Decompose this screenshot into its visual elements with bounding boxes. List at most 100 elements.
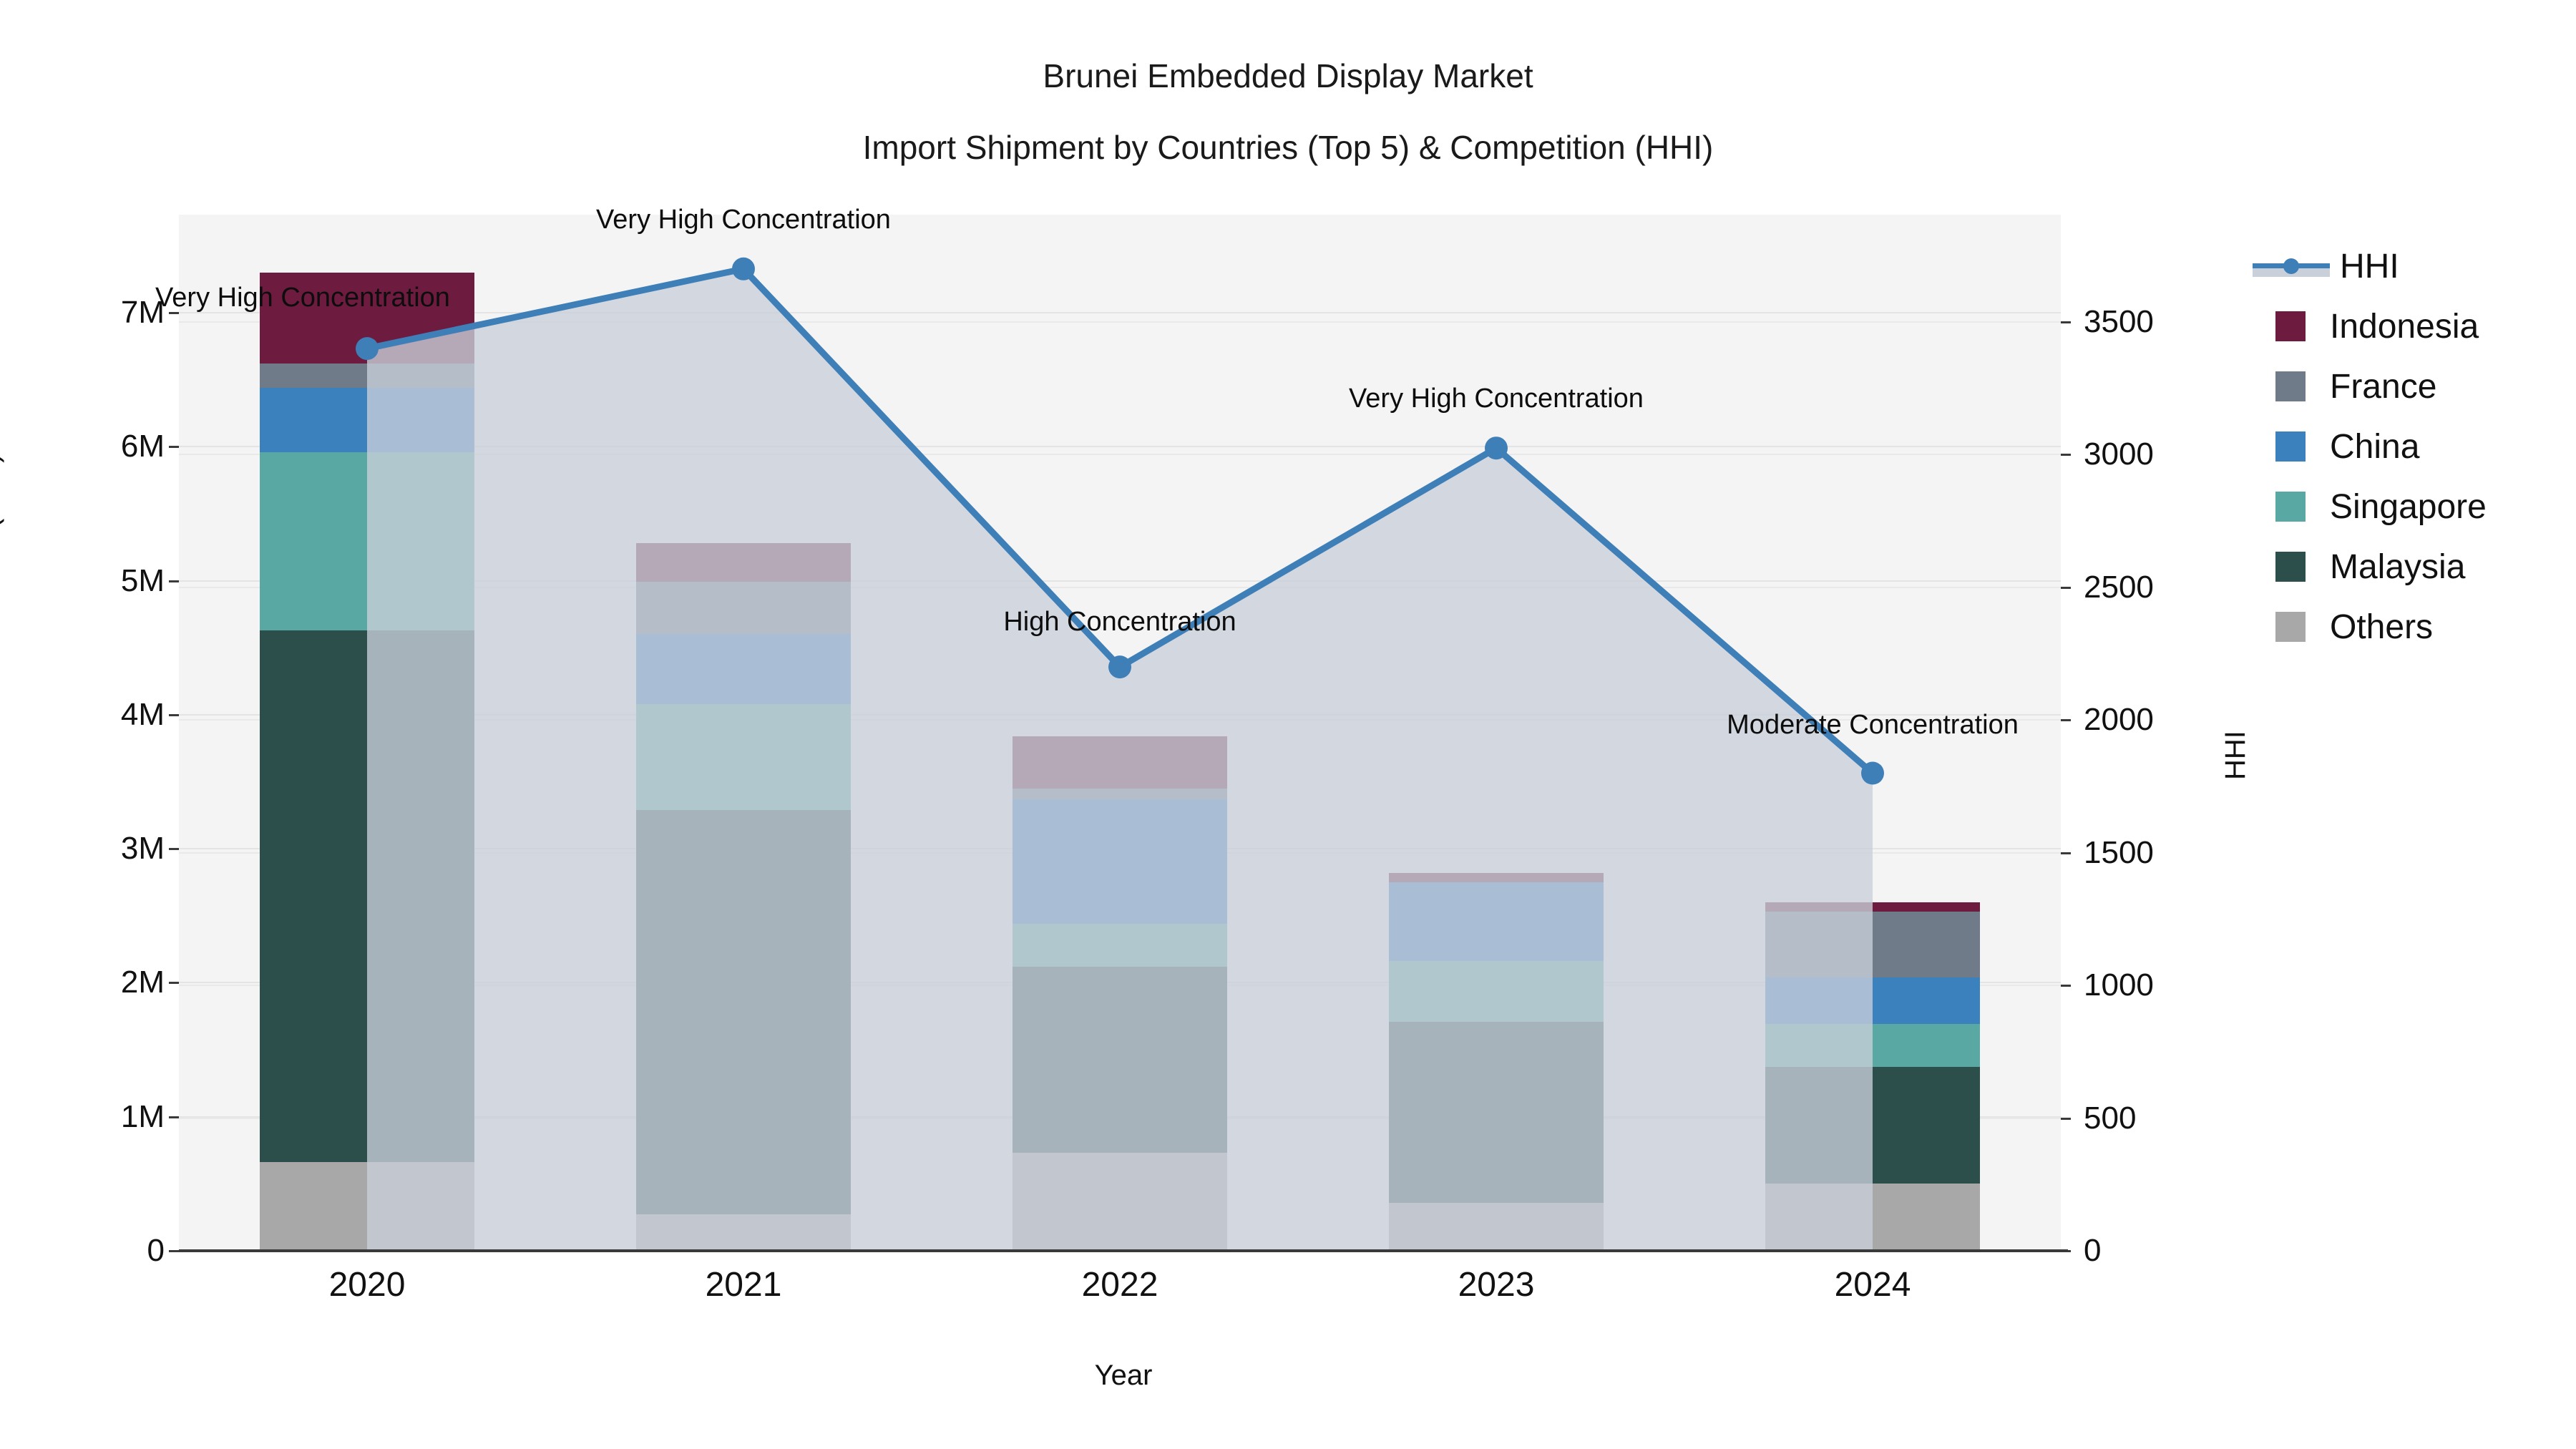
legend-item-malaysia[interactable]: Malaysia: [2275, 537, 2576, 597]
y-axis-left-tickmark: [169, 1116, 179, 1118]
y-axis-left-tick-1M: 1M: [120, 1098, 165, 1134]
chart-title-line1: Brunei Embedded Display Market: [1043, 57, 1533, 94]
legend-item-singapore[interactable]: Singapore: [2275, 477, 2576, 537]
legend-dot-icon: [2283, 258, 2299, 274]
y-axis-right-tick-1000: 1000: [2084, 967, 2154, 1003]
y-axis-right-tickmark: [2061, 586, 2071, 589]
hhi-series-layer: [356, 257, 1884, 1251]
bar-segment-singapore-2020[interactable]: [260, 452, 367, 630]
legend-label-singapore: Singapore: [2330, 487, 2487, 526]
y-axis-left-title: TRADE VALUE (US$): [0, 453, 4, 733]
y-axis-right-title: HHI: [2220, 731, 2251, 780]
legend-line-marker-icon: [2253, 251, 2330, 281]
legend: HHI Indonesia France China Singapore Malaysia…: [2253, 236, 2576, 657]
bar-segment-others-2020[interactable]: [260, 1162, 367, 1251]
gridline-right-2500: [179, 586, 2061, 588]
y-axis-left-tickmark: [169, 311, 179, 314]
bar-segment-singapore-2024[interactable]: [1873, 1024, 1980, 1068]
plot-inner: [179, 215, 2061, 1251]
legend-item-indonesia[interactable]: Indonesia: [2275, 296, 2576, 356]
y-axis-right-tick-2500: 2500: [2084, 569, 2154, 605]
bar-segment-china-2024[interactable]: [1873, 977, 1980, 1025]
y-axis-right-tick-1500: 1500: [2084, 834, 2154, 870]
y-axis-left-tickmark: [169, 713, 179, 716]
legend-item-france[interactable]: France: [2275, 356, 2576, 416]
y-axis-right-tickmark: [2061, 1117, 2071, 1120]
bar-segment-china-2020[interactable]: [260, 387, 367, 452]
x-axis-title: Year: [1094, 1360, 1153, 1391]
bar-segment-indonesia-2024[interactable]: [1873, 902, 1980, 912]
bar-segment-france-2024[interactable]: [1873, 912, 1980, 977]
x-axis-tick-2023: 2023: [1458, 1266, 1535, 1304]
legend-swatch-france: [2275, 371, 2306, 401]
x-axis-tick-2021: 2021: [705, 1266, 782, 1304]
y-axis-right-tickmark: [2061, 985, 2071, 987]
legend-swatch-indonesia: [2275, 311, 2306, 341]
x-axis-tick-2020: 2020: [328, 1266, 406, 1304]
hhi-marker-2020[interactable]: [356, 337, 379, 361]
hhi-markers: [356, 257, 1884, 785]
y-axis-left-tick-5M: 5M: [120, 562, 165, 598]
hhi-marker-2022[interactable]: [1108, 655, 1131, 679]
bar-segment-malaysia-2020[interactable]: [260, 630, 367, 1163]
y-axis-right-tickmark: [2061, 454, 2071, 457]
legend-label-hhi: HHI: [2340, 247, 2399, 286]
legend-item-china[interactable]: China: [2275, 416, 2576, 477]
bar-segment-others-2024[interactable]: [1873, 1184, 1980, 1251]
y-axis-right-tick-3500: 3500: [2084, 304, 2154, 339]
bar-segment-malaysia-2024[interactable]: [1873, 1067, 1980, 1184]
hhi-marker-2023[interactable]: [1485, 436, 1508, 460]
legend-swatch-china: [2275, 431, 2306, 462]
hhi-marker-2024[interactable]: [1861, 761, 1884, 785]
x-axis-line: [179, 1249, 2068, 1252]
bar-stack-2024[interactable]: [1873, 215, 1980, 1251]
legend-label-china: China: [2330, 427, 2420, 466]
y-axis-left-tick-6M: 6M: [120, 429, 165, 464]
legend-label-indonesia: Indonesia: [2330, 307, 2479, 346]
y-axis-left-tickmark: [169, 982, 179, 985]
y-axis-left-tick-2M: 2M: [120, 965, 165, 1000]
hhi-area-fill: [367, 268, 1873, 1251]
hhi-marker-2021[interactable]: [732, 257, 755, 280]
annotation-2022: High Concentration: [1003, 607, 1236, 638]
gridline-right-3000: [179, 454, 2061, 456]
y-axis-left-tickmark: [169, 1250, 179, 1252]
annotation-2024: Moderate Concentration: [1727, 710, 2019, 741]
y-axis-right-tickmark: [2061, 852, 2071, 854]
bar-segment-indonesia-2020[interactable]: [260, 272, 367, 364]
gridline-left-7M: [179, 311, 2061, 313]
gridline-left-6M: [179, 446, 2061, 448]
y-axis-right-tick-3000: 3000: [2084, 436, 2154, 472]
y-axis-right-tick-500: 500: [2084, 1100, 2137, 1136]
y-axis-right-tickmark: [2061, 321, 2071, 323]
annotation-2021: Very High Concentration: [596, 204, 891, 235]
legend-swatch-singapore: [2275, 492, 2306, 522]
legend-label-others: Others: [2330, 608, 2434, 646]
chart-title-line2: Import Shipment by Countries (Top 5) & C…: [862, 129, 1714, 166]
y-axis-right-tick-2000: 2000: [2084, 702, 2154, 738]
x-axis-tick-2022: 2022: [1081, 1266, 1158, 1304]
legend-swatch-malaysia: [2275, 552, 2306, 582]
y-axis-left-tick-4M: 4M: [120, 696, 165, 732]
y-axis-left-tickmark: [169, 848, 179, 851]
x-axis-tick-2024: 2024: [1834, 1266, 1911, 1304]
legend-item-hhi[interactable]: HHI: [2253, 236, 2576, 296]
legend-label-malaysia: Malaysia: [2330, 547, 2466, 586]
bar-stack-2020[interactable]: [260, 215, 367, 1251]
y-axis-left-tick-0: 0: [147, 1233, 165, 1268]
y-axis-right-tick-0: 0: [2084, 1233, 2102, 1268]
gridline-right-3500: [179, 321, 2061, 323]
legend-label-france: France: [2330, 367, 2437, 406]
y-axis-left-tick-7M: 7M: [120, 294, 165, 330]
y-axis-right-tickmark: [2061, 719, 2071, 722]
bar-segment-france-2020[interactable]: [260, 364, 367, 388]
annotation-2023: Very High Concentration: [1349, 384, 1644, 414]
annotation-2020: Very High Concentration: [155, 283, 450, 313]
legend-item-others[interactable]: Others: [2275, 597, 2576, 657]
y-axis-right-tickmark: [2061, 1250, 2071, 1252]
legend-swatch-others: [2275, 612, 2306, 642]
y-axis-left-tick-3M: 3M: [120, 831, 165, 867]
plot-area: [179, 215, 2061, 1251]
y-axis-left-tickmark: [169, 580, 179, 582]
